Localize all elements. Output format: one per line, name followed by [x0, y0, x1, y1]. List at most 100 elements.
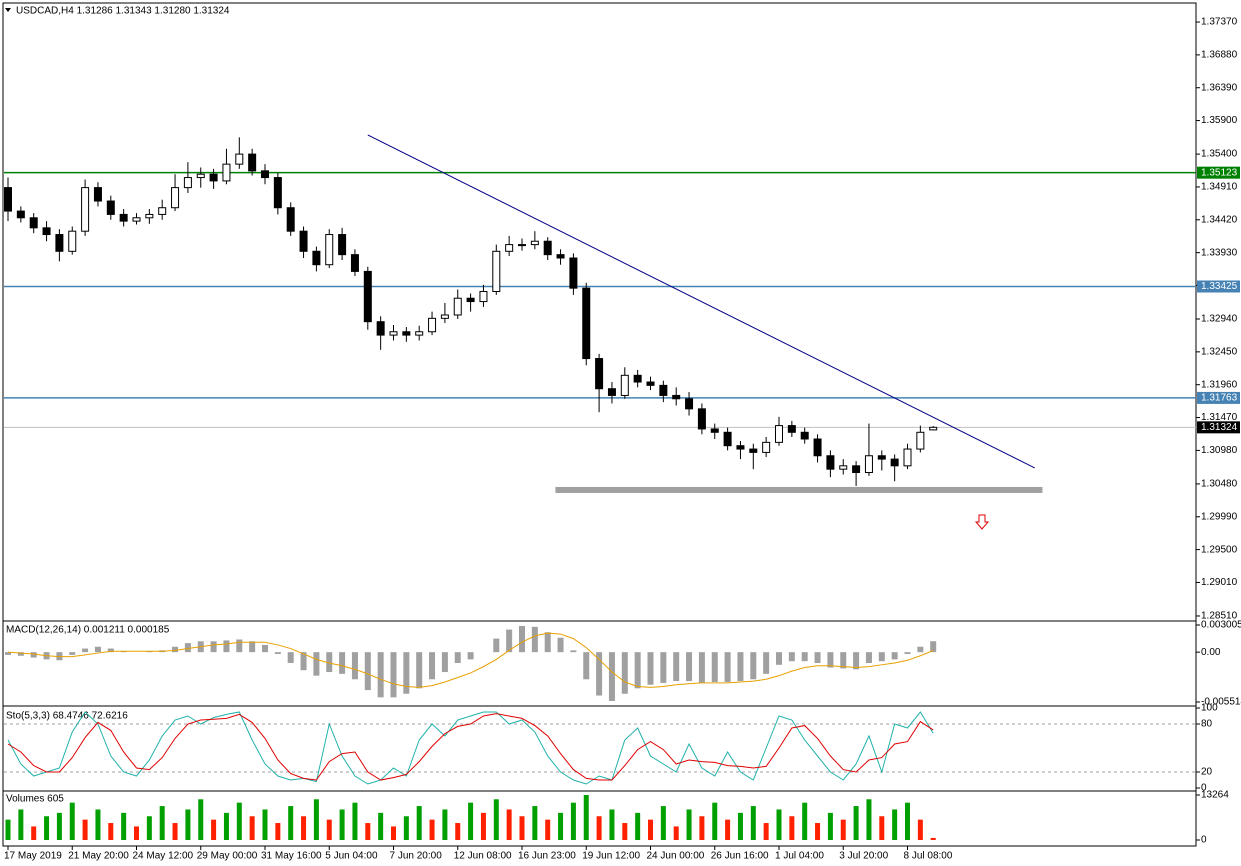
- volume-bar: [686, 809, 692, 840]
- volume-bar: [815, 823, 821, 840]
- volume-bar: [827, 812, 833, 840]
- macd-bar: [673, 652, 680, 682]
- y-tick-label: 100: [1201, 703, 1218, 714]
- volume-bar: [532, 806, 538, 840]
- down-arrow: [974, 514, 990, 530]
- candle-body: [183, 177, 192, 189]
- y-tick-label: 1.35900: [1201, 115, 1238, 126]
- candle-body: [81, 187, 90, 232]
- volume-bar: [442, 809, 448, 840]
- candle-body: [428, 317, 437, 333]
- macd-bar: [776, 652, 782, 665]
- macd-bar: [904, 652, 911, 654]
- volume-bar: [763, 823, 769, 840]
- y-tick-label: 0: [1201, 783, 1207, 794]
- level-label-box: [1197, 391, 1240, 404]
- macd-bar: [596, 652, 603, 696]
- volume-bar: [583, 795, 589, 840]
- current-price-box: [1197, 421, 1240, 434]
- volume-bar: [108, 823, 114, 840]
- volume-bar: [866, 799, 872, 840]
- volume-bar: [159, 806, 165, 840]
- volume-bar: [930, 837, 936, 840]
- candle-body: [132, 217, 141, 222]
- volume-bar: [725, 819, 731, 840]
- macd-bar: [557, 637, 564, 653]
- volume-bar: [660, 806, 666, 840]
- macd-bar: [853, 652, 860, 670]
- candle-body: [620, 374, 629, 396]
- candle-body: [826, 455, 835, 470]
- candle-body: [325, 234, 334, 266]
- candle-body: [672, 394, 681, 400]
- macd-bar: [878, 652, 885, 662]
- candle-body: [697, 408, 706, 430]
- candle-body: [338, 234, 347, 256]
- macd-bar: [351, 652, 358, 680]
- volume-bar: [905, 802, 910, 840]
- x-tick-label: 29 May 00:00: [197, 851, 258, 862]
- candle-body: [852, 465, 861, 474]
- macd-bar: [300, 652, 307, 671]
- candle-body: [106, 200, 115, 215]
- volume-bar: [378, 812, 384, 840]
- macd-bar: [531, 626, 538, 653]
- volume-bar: [545, 819, 551, 840]
- macd-bar: [364, 652, 371, 691]
- y-tick-label: 13264: [1201, 790, 1229, 801]
- signal-line: [7, 632, 934, 688]
- macd-bar: [184, 643, 191, 653]
- candle-body: [248, 153, 257, 172]
- volume-bar: [95, 809, 101, 840]
- candle-body: [4, 187, 12, 212]
- x-tick-label: 7 Jun 20:00: [390, 851, 443, 862]
- macd-bar: [840, 652, 847, 669]
- macd-bar: [69, 652, 76, 655]
- volume-bar: [198, 799, 204, 840]
- menu-triangle: [5, 8, 11, 12]
- macd-bar: [519, 625, 525, 653]
- macd-bar: [686, 652, 693, 682]
- y-tick-label: 1.36880: [1201, 50, 1238, 61]
- y-tick-label: 1.34910: [1201, 182, 1238, 193]
- candle-body: [299, 230, 308, 252]
- macd-bar: [274, 652, 281, 654]
- candle-body: [93, 187, 102, 202]
- candle-body: [171, 187, 180, 209]
- candle-body: [736, 445, 745, 450]
- candle-body: [800, 431, 809, 440]
- x-tick-label: 24 Jun 00:00: [647, 851, 705, 862]
- macd-bar: [339, 652, 346, 674]
- candle-body: [813, 438, 822, 457]
- macd-bar: [223, 640, 230, 653]
- candle-body: [929, 426, 938, 431]
- y-tick-label: 1.31960: [1201, 379, 1238, 390]
- volume-bar: [121, 812, 127, 840]
- macd-bar: [621, 652, 628, 694]
- macd-bar: [210, 641, 217, 653]
- candle-body: [16, 210, 25, 219]
- volume-bar: [750, 806, 756, 840]
- candle-body: [312, 250, 321, 266]
- macd-bar: [172, 646, 179, 653]
- candle-body: [903, 448, 912, 467]
- x-tick-label: 24 May 12:00: [133, 851, 194, 862]
- y-tick-label: 1.29010: [1201, 577, 1238, 588]
- candle-body: [595, 358, 604, 390]
- volume-bar: [622, 823, 628, 840]
- candle-body: [787, 425, 796, 433]
- y-tick-label: 0.003005: [1201, 620, 1241, 631]
- macd-bar: [647, 652, 654, 685]
- volume-bar: [301, 816, 307, 840]
- macd-bar: [441, 652, 448, 673]
- volume-bar: [789, 816, 795, 840]
- volume-bar: [673, 826, 679, 840]
- macd-bar: [454, 652, 461, 664]
- macd-bar: [763, 652, 770, 674]
- candle-body: [222, 163, 231, 182]
- macd-bar: [737, 652, 744, 682]
- volume-bar: [18, 809, 24, 840]
- macd-bar: [493, 638, 500, 653]
- macd-bar: [570, 650, 577, 653]
